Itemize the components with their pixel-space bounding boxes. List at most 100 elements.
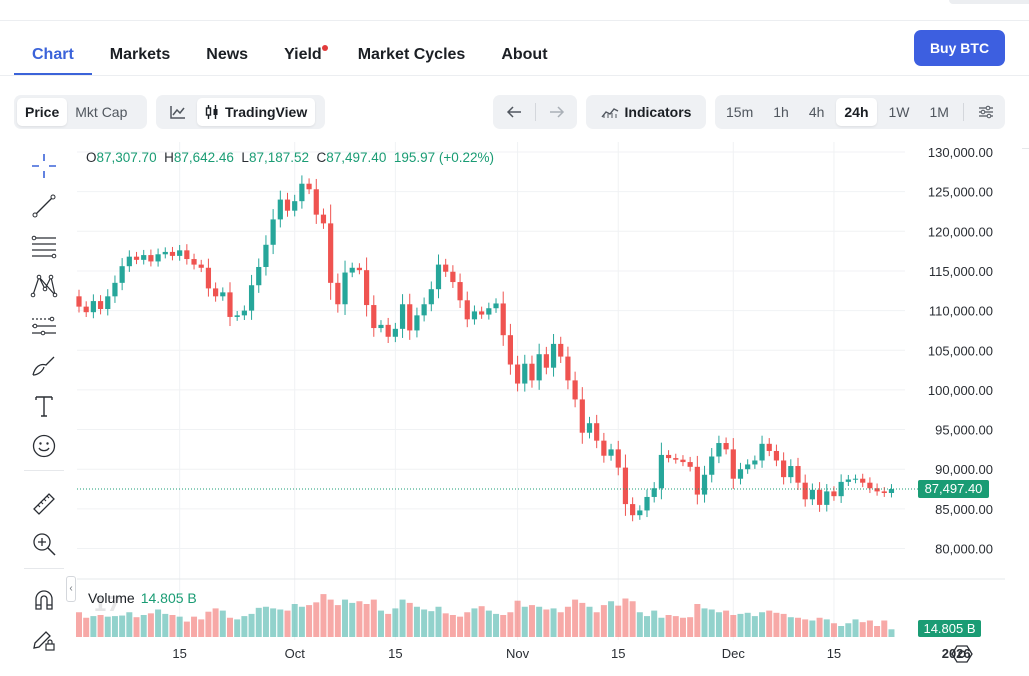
- price-tick-label: 85,000.00: [935, 502, 993, 517]
- candle-body: [277, 199, 283, 220]
- candle-body: [105, 296, 111, 310]
- lock-drawings-tool[interactable]: [28, 624, 60, 656]
- candle-body: [457, 282, 463, 301]
- tradingview-logo: 17: [93, 592, 121, 616]
- volume-label: Volume: [88, 590, 135, 606]
- ruler-tool[interactable]: [28, 488, 60, 520]
- volume-bar: [881, 620, 888, 637]
- volume-bar: [147, 613, 154, 637]
- interval-15m[interactable]: 15m: [726, 104, 754, 120]
- buy-btc-button[interactable]: Buy BTC: [914, 30, 1005, 66]
- line-chart-button[interactable]: [159, 98, 197, 126]
- undo-button[interactable]: [498, 98, 530, 126]
- interval-24h[interactable]: 24h: [836, 98, 877, 126]
- trendline-tool[interactable]: [28, 190, 60, 222]
- interval-1w[interactable]: 1W: [888, 104, 910, 120]
- candle-body: [651, 488, 657, 497]
- interval-1h[interactable]: 1h: [773, 104, 789, 120]
- volume-bar: [751, 616, 758, 637]
- redo-button[interactable]: [541, 98, 573, 126]
- candle-body: [737, 469, 744, 479]
- candle-body: [881, 491, 887, 493]
- volume-bar: [392, 608, 399, 637]
- price-axis[interactable]: 130,000.00 125,000.00 120,000.00 115,000.00…: [928, 145, 993, 557]
- time-axis[interactable]: 15 Oct 15 Nov 15 Dec 15 2026: [172, 646, 970, 661]
- axis-settings-button[interactable]: [950, 642, 974, 666]
- text-tool[interactable]: [28, 390, 60, 422]
- brush-tool[interactable]: [28, 350, 60, 382]
- open-key: O: [86, 150, 97, 165]
- volume-bar: [334, 605, 341, 637]
- pattern-tool[interactable]: [28, 270, 60, 302]
- candle-body: [615, 449, 621, 468]
- metric-toggle: Price Mkt Cap: [14, 95, 147, 129]
- volume-bar: [701, 608, 708, 637]
- collapse-pane-button[interactable]: ‹: [66, 576, 76, 602]
- close-key: C: [316, 150, 327, 165]
- time-tick-label: 15: [172, 646, 186, 661]
- interval-4h[interactable]: 4h: [808, 104, 825, 120]
- volume-bar: [198, 619, 205, 637]
- volume-bar: [737, 613, 744, 637]
- price-toggle[interactable]: Price: [17, 98, 68, 126]
- crosshair-tool[interactable]: [28, 150, 60, 182]
- ruler-icon: [33, 493, 55, 515]
- candle-body: [500, 303, 506, 336]
- tradingview-button[interactable]: TradingView: [197, 98, 316, 126]
- volume-bar: [284, 610, 291, 637]
- candle-body: [133, 256, 140, 260]
- tab-about[interactable]: About: [501, 46, 548, 63]
- volume-bar: [730, 615, 737, 637]
- time-tick-label: Nov: [506, 646, 530, 661]
- volume-bar: [644, 616, 651, 637]
- candle-body: [428, 289, 434, 305]
- volume-bar: [349, 602, 356, 637]
- tab-yield[interactable]: Yield: [266, 36, 340, 76]
- volume-bar: [90, 616, 97, 637]
- tab-markets[interactable]: Markets: [109, 46, 171, 63]
- nav-divider: [0, 75, 1029, 76]
- interval-1m[interactable]: 1M: [929, 104, 949, 120]
- candle-body: [421, 304, 427, 316]
- candle-body: [565, 356, 571, 381]
- tradingview-label: TradingView: [225, 104, 308, 120]
- volume-bar: [708, 609, 715, 637]
- candle-body: [220, 292, 226, 297]
- volume-bar: [651, 610, 658, 637]
- candle-body: [414, 315, 420, 331]
- volume-bar: [421, 609, 428, 637]
- candle-body: [320, 214, 327, 224]
- candle-body: [284, 199, 291, 211]
- emoji-tool[interactable]: [28, 430, 60, 462]
- high-value: 87,642.46: [173, 150, 234, 165]
- zoom-tool[interactable]: [28, 528, 60, 560]
- tab-market-cycles[interactable]: Market Cycles: [357, 46, 466, 63]
- volume-bar: [859, 622, 866, 637]
- chart-settings-button[interactable]: [970, 98, 1002, 126]
- candle-body: [299, 183, 305, 202]
- tab-news[interactable]: News: [206, 46, 249, 63]
- candle-body: [306, 183, 312, 190]
- hexagon-gear-icon: [951, 645, 973, 663]
- candle-body: [709, 456, 715, 475]
- volume-bar: [313, 602, 320, 637]
- tool-divider: [24, 568, 64, 569]
- candle-body: [356, 267, 363, 271]
- time-tick-label: 15: [388, 646, 402, 661]
- mktcap-toggle[interactable]: Mkt Cap: [75, 104, 128, 120]
- magnet-tool[interactable]: [28, 584, 60, 616]
- candle-body: [572, 380, 578, 400]
- volume-bar: [888, 629, 895, 637]
- zoom-in-icon: [33, 533, 56, 556]
- projection-tool[interactable]: [28, 310, 60, 342]
- volume-bar: [169, 615, 176, 637]
- volume-bar: [557, 612, 564, 637]
- volume-bar: [176, 616, 183, 637]
- candle-body: [443, 264, 449, 272]
- close-value: 87,497.40: [326, 150, 387, 165]
- volume-bar: [759, 612, 766, 637]
- fib-lines-tool[interactable]: [28, 230, 60, 262]
- indicators-button[interactable]: Indicators: [593, 98, 700, 126]
- tab-chart[interactable]: Chart: [14, 36, 92, 76]
